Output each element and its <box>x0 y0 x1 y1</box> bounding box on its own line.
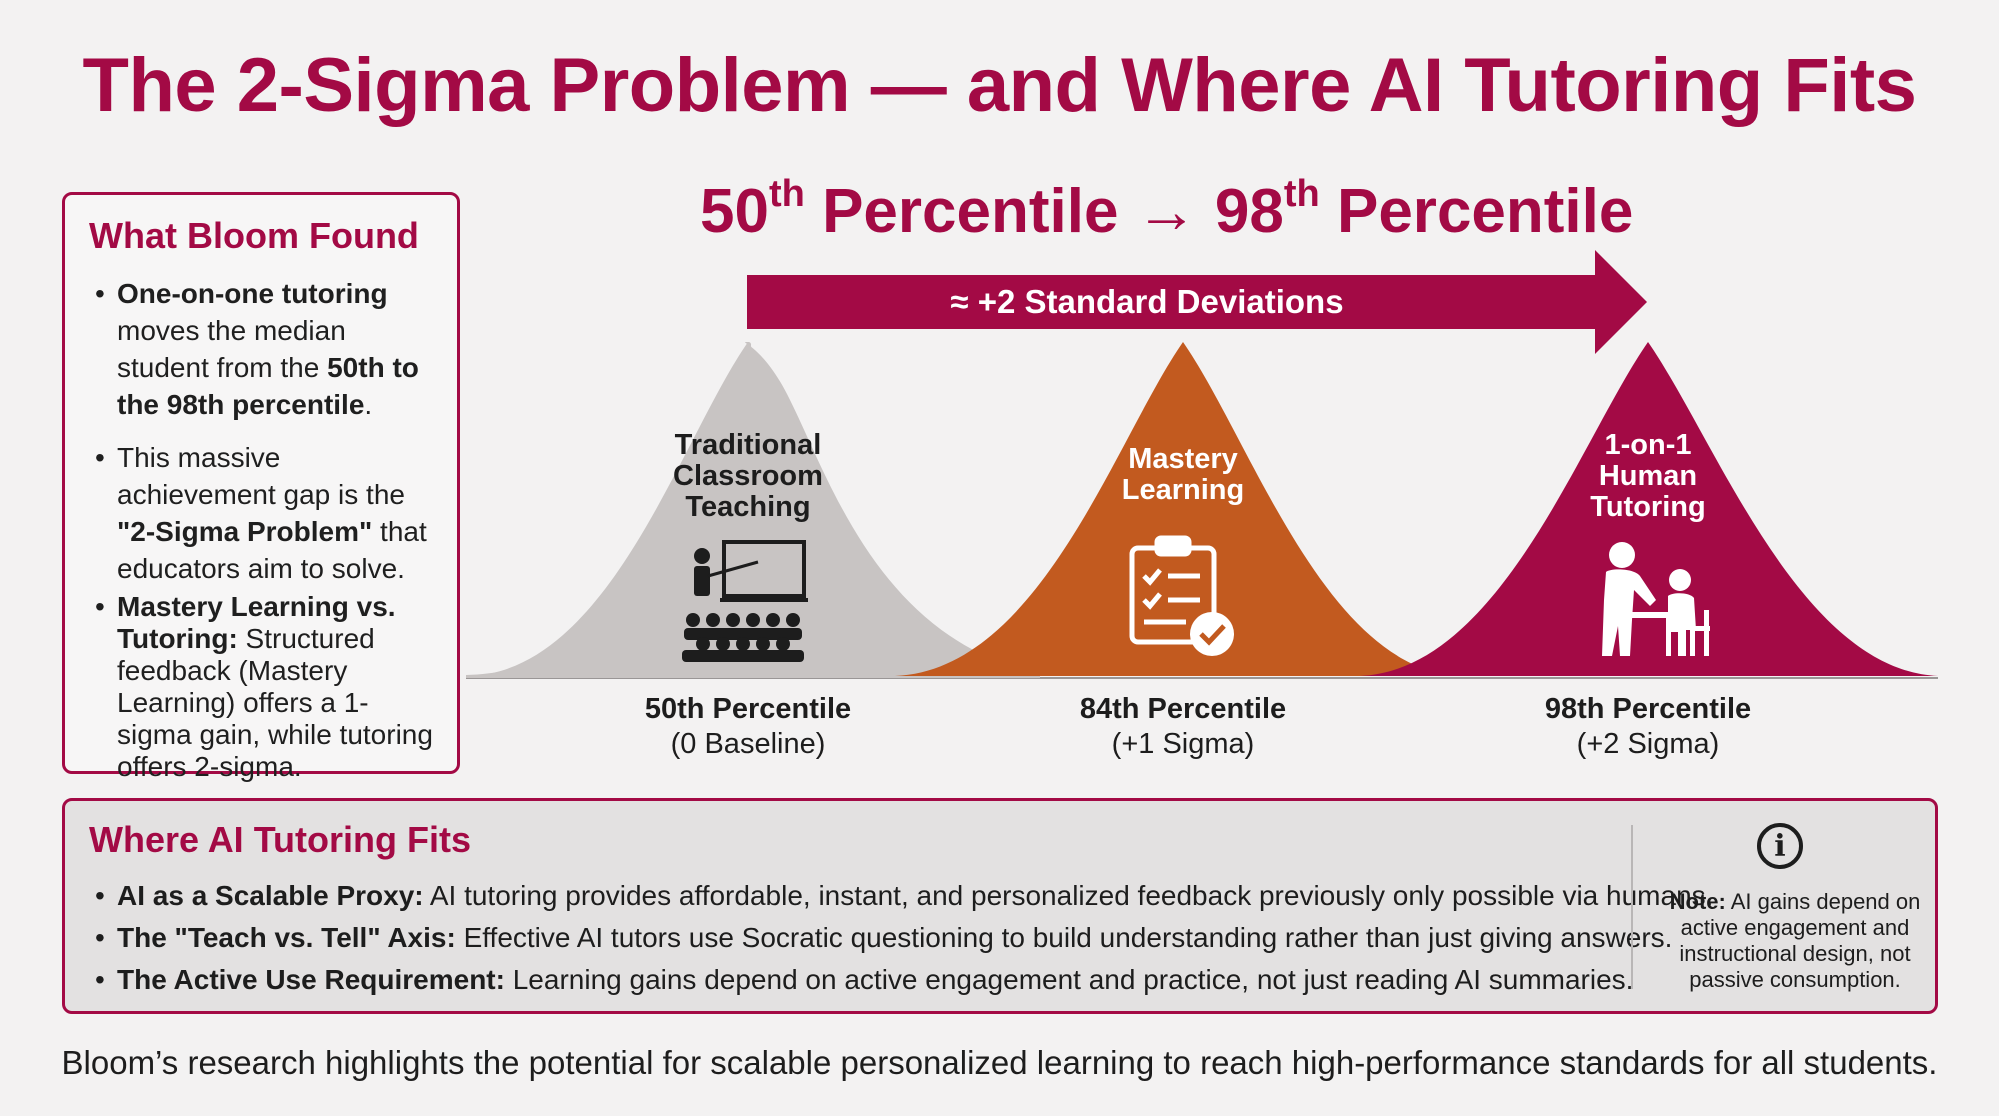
percentile-headline: 50th Percentile → 98th Percentile <box>700 173 1700 247</box>
percentile-label-mastery: 84th Percentile (+1 Sigma) <box>1033 692 1333 762</box>
curve-label-tutoring: 1-on-1 Human Tutoring <box>1498 430 1798 523</box>
curve-label-line: Tutoring <box>1590 491 1706 523</box>
ai-list: AI as a Scalable Proxy: AI tutoring prov… <box>89 875 1713 1001</box>
percentile-sub: (0 Baseline) <box>670 728 826 760</box>
findings-heading: What Bloom Found <box>89 215 419 256</box>
bold-text: The "Teach vs. Tell" Axis: <box>117 922 456 953</box>
to-word: Percentile <box>1319 177 1634 246</box>
list-item: This massive achievement gap is the "2-S… <box>89 439 439 587</box>
percentile-label-traditional: 50th Percentile (0 Baseline) <box>598 692 898 762</box>
findings-list: One-on-one tutoring moves the median stu… <box>89 275 439 783</box>
text: . <box>364 389 373 420</box>
arrow-label: ≈ +2 Standard Deviations <box>950 283 1344 320</box>
note-body: AI gains depend on active engagement and… <box>1679 889 1921 992</box>
curve-label-line: Teaching <box>685 491 811 523</box>
list-item: The "Teach vs. Tell" Axis: Effective AI … <box>89 917 1672 959</box>
big-arrow-icon <box>747 250 1647 354</box>
curve-tutoring-shape <box>1360 342 1938 676</box>
percentile-sub: (+2 Sigma) <box>1576 728 1720 760</box>
note-label: Note: <box>1669 889 1726 914</box>
text: Structured feedback (Mastery Learning) o… <box>117 623 433 782</box>
curve-label-line: Human <box>1598 460 1698 492</box>
bold-text: "2-Sigma Problem" <box>117 516 373 547</box>
curve-label-line: 1-on-1 <box>1604 429 1692 461</box>
curve-label-line: Mastery <box>1128 443 1238 475</box>
curve-label-line: Learning <box>1121 474 1245 506</box>
text: Learning gains depend on active engageme… <box>504 964 1634 995</box>
list-item: The Active Use Requirement: Learning gai… <box>89 959 1669 1001</box>
text: that educators aim to solve. <box>117 516 427 584</box>
percentile-label-tutoring: 98th Percentile (+2 Sigma) <box>1498 692 1798 762</box>
text: AI tutoring provides affordable, instant… <box>423 880 1714 911</box>
list-item: AI as a Scalable Proxy: AI tutoring prov… <box>89 875 1713 917</box>
percentile-value: 84th Percentile <box>1079 693 1287 725</box>
panel-divider <box>1631 825 1633 989</box>
bold-text: One-on-one tutoring <box>117 278 388 309</box>
curve-mastery-shape <box>895 342 1460 676</box>
list-item: One-on-one tutoring moves the median stu… <box>89 275 439 423</box>
to-suffix: th <box>1283 173 1320 215</box>
list-item: Mastery Learning vs. Tutoring: Structure… <box>89 591 439 783</box>
percentile-sub: (+1 Sigma) <box>1111 728 1255 760</box>
curve-label-mastery: Mastery Learning <box>1033 444 1333 506</box>
teacher-classroom-icon <box>682 540 808 662</box>
page-title: The 2-Sigma Problem — and Where AI Tutor… <box>82 43 1917 128</box>
curve-label-line: Classroom <box>673 460 823 492</box>
footer-summary: Bloom’s research highlights the potentia… <box>61 1044 1938 1081</box>
text: Effective AI tutors use Socratic questio… <box>455 922 1673 953</box>
from-word: Percentile <box>804 177 1136 246</box>
from-suffix: th <box>768 173 805 215</box>
percentile-value: 50th Percentile <box>644 693 852 725</box>
ai-tutoring-panel: Where AI Tutoring Fits AI as a Scalable … <box>62 798 1938 1014</box>
bold-text: The Active Use Requirement: <box>117 964 505 995</box>
info-icon: i <box>1757 823 1803 869</box>
to-number: 98 <box>1197 177 1284 246</box>
note-text: Note: AI gains depend on active engageme… <box>1651 889 1939 993</box>
curve-label-line: Traditional <box>674 429 822 461</box>
bold-text: AI as a Scalable Proxy: <box>117 880 424 911</box>
from-number: 50 <box>700 177 769 246</box>
bloom-findings-panel: What Bloom Found One-on-one tutoring mov… <box>62 192 460 782</box>
bold-text: 50th to the 98th percentile <box>117 352 419 420</box>
curve-traditional-shape <box>470 342 1030 676</box>
percentile-value: 98th Percentile <box>1544 693 1752 725</box>
arrow-right-icon: → <box>1135 177 1198 246</box>
curve-label-traditional: Traditional Classroom Teaching <box>598 430 898 523</box>
tutor-student-icon <box>1602 542 1710 656</box>
text: This massive achievement gap is the <box>117 442 405 510</box>
clipboard-check-icon <box>1129 535 1234 656</box>
bold-text: Mastery Learning vs. Tutoring: <box>117 591 396 654</box>
ai-panel-heading: Where AI Tutoring Fits <box>89 819 471 860</box>
text: moves the median student from the <box>117 315 346 383</box>
